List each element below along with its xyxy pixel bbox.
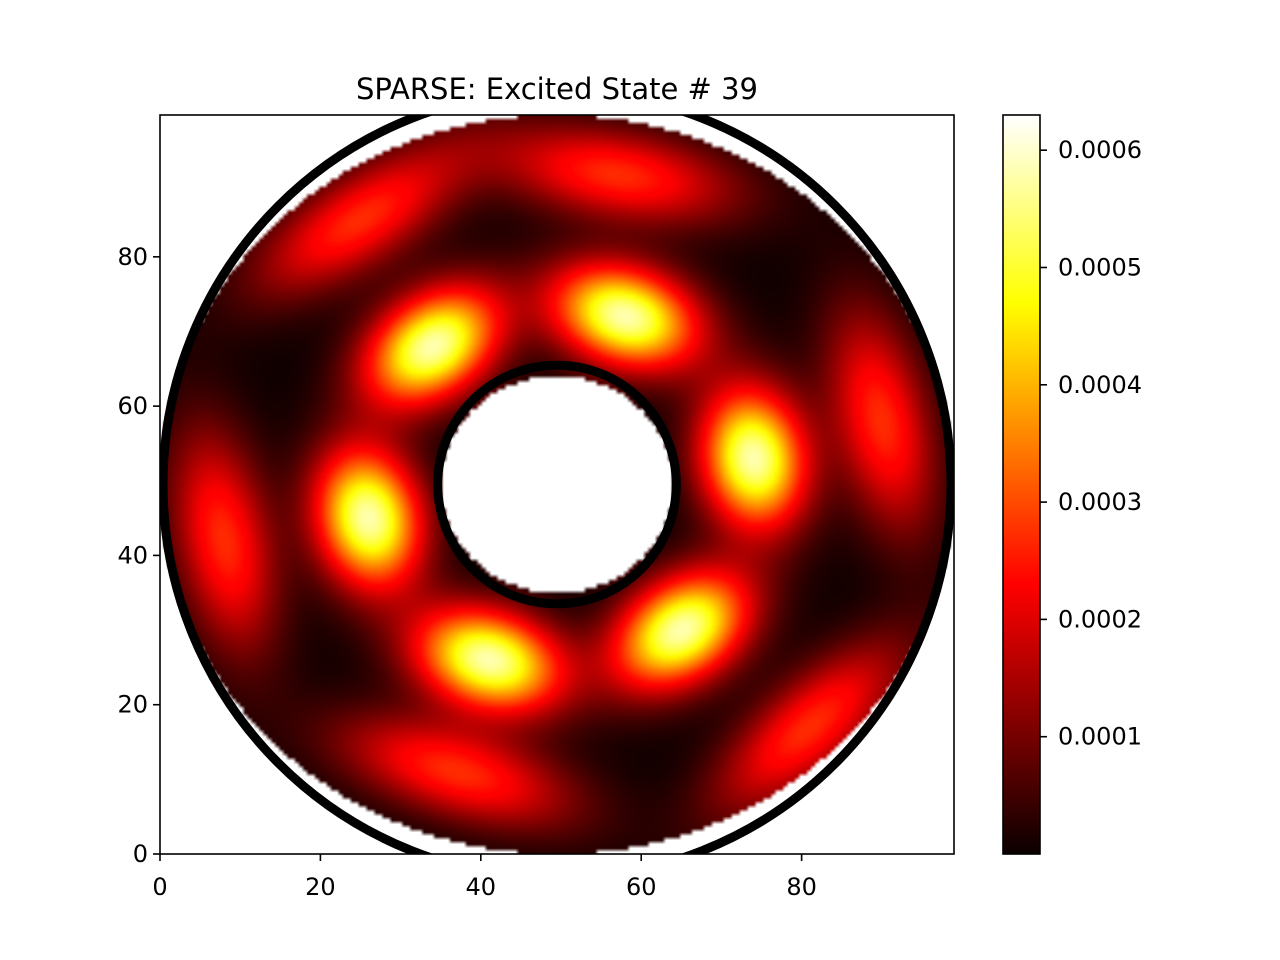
x-tick-label: 80	[786, 873, 817, 901]
plot-frame	[159, 114, 955, 855]
y-tick-label: 20	[117, 691, 148, 719]
x-tick-label: 40	[466, 873, 497, 901]
colorbar-tick-label: 0.0002	[1058, 605, 1142, 633]
y-axis: 0 20 40 60 80	[117, 243, 160, 868]
colorbar-tick-label: 0.0006	[1058, 136, 1142, 164]
domain-inner-ring	[433, 360, 681, 609]
x-tick-label: 60	[626, 873, 657, 901]
y-tick-label: 80	[117, 243, 148, 271]
colorbar-tick-label: 0.0004	[1058, 371, 1142, 399]
x-axis: 0 20 40 60 80	[152, 854, 817, 901]
heatmap-image	[160, 115, 954, 854]
chart-title: SPARSE: Excited State # 39	[356, 72, 758, 106]
colorbar	[1002, 114, 1041, 855]
domain-outer-ring	[160, 115, 954, 854]
colorbar-tick-label: 0.0001	[1058, 723, 1142, 751]
y-tick-label: 40	[117, 541, 148, 569]
y-tick-label: 0	[133, 840, 148, 868]
x-tick-label: 20	[305, 873, 336, 901]
colorbar-axis: 0.0001 0.0002 0.0003 0.0004 0.0005 0.0006	[1040, 136, 1142, 751]
colorbar-tick-label: 0.0003	[1058, 488, 1142, 516]
x-tick-label: 0	[152, 873, 167, 901]
heatmap-plot	[160, 115, 954, 854]
colorbar-tick-label: 0.0005	[1058, 253, 1142, 281]
y-tick-label: 60	[117, 392, 148, 420]
